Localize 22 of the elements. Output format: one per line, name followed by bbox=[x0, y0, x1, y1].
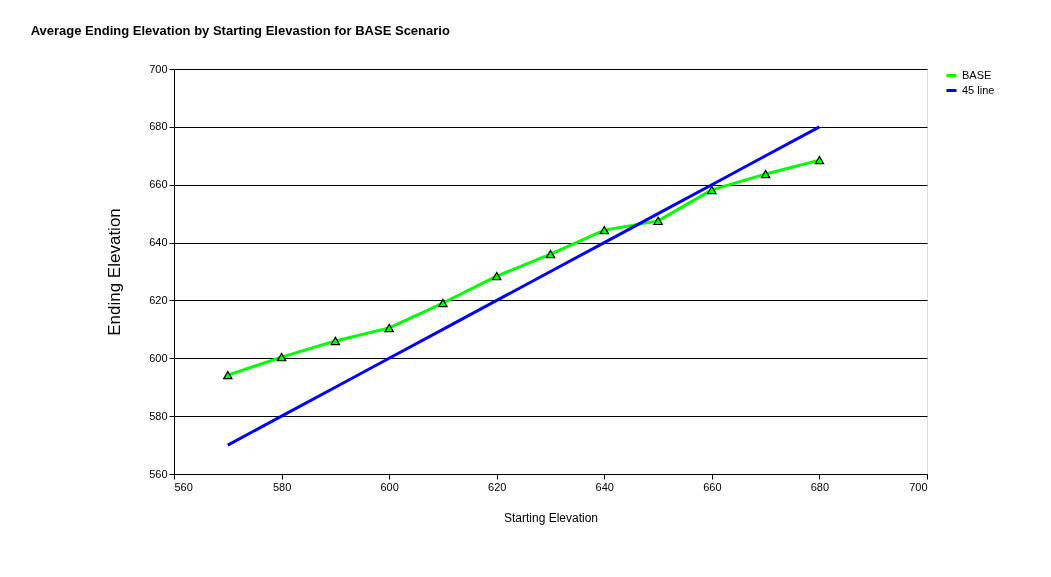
x-tick-label: 560 bbox=[174, 480, 193, 493]
x-tick-label: 660 bbox=[703, 480, 722, 493]
y-tick-label: 700 bbox=[149, 62, 168, 75]
y-tick-label: 560 bbox=[149, 467, 168, 480]
y-tick-label: 660 bbox=[149, 178, 168, 191]
x-tick-label: 640 bbox=[595, 480, 614, 493]
x-tick-label: 680 bbox=[810, 480, 830, 493]
legend-label: BASE bbox=[962, 68, 992, 81]
y-tick-label: 640 bbox=[149, 236, 168, 249]
x-tick-label: 580 bbox=[272, 480, 292, 493]
x-axis-title: Starting Elevation bbox=[503, 510, 599, 525]
y-axis-title: Ending Elevation bbox=[105, 208, 125, 336]
y-tick-label: 620 bbox=[149, 293, 168, 306]
line-series bbox=[226, 125, 821, 447]
y-tick-label: 580 bbox=[149, 409, 168, 422]
chart-title: Average Ending Elevation by Starting Elevastion for BASE Scenario bbox=[30, 23, 450, 38]
legend-label: 45 line bbox=[962, 83, 995, 96]
y-tick-label: 680 bbox=[149, 120, 168, 133]
x-tick-label: 620 bbox=[488, 480, 507, 493]
x-tick-label: 700 bbox=[909, 480, 928, 493]
y-tick-label: 600 bbox=[149, 351, 168, 364]
x-tick-label: 600 bbox=[380, 480, 399, 493]
